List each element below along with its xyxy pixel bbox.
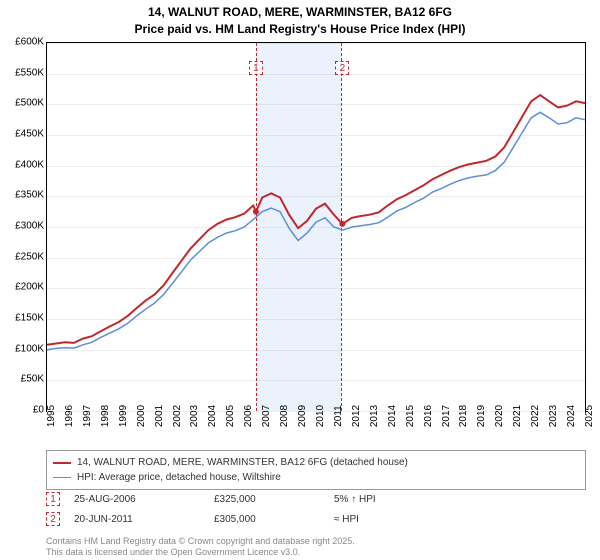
chart-title: 14, WALNUT ROAD, MERE, WARMINSTER, BA12 … bbox=[0, 0, 600, 38]
y-tick-label: £50K bbox=[0, 374, 44, 385]
x-tick-label: 2023 bbox=[548, 405, 559, 427]
x-tick-label: 2005 bbox=[225, 405, 236, 427]
x-tick-label: 2017 bbox=[441, 405, 452, 427]
footer-line-1: Contains HM Land Registry data © Crown c… bbox=[46, 536, 586, 547]
x-tick-label: 1998 bbox=[100, 405, 111, 427]
x-tick-label: 2024 bbox=[566, 405, 577, 427]
y-tick-label: £400K bbox=[0, 159, 44, 170]
chart-container: 14, WALNUT ROAD, MERE, WARMINSTER, BA12 … bbox=[0, 0, 600, 560]
x-tick-label: 2016 bbox=[423, 405, 434, 427]
series-property bbox=[47, 95, 585, 345]
x-tick-label: 2006 bbox=[243, 405, 254, 427]
x-tick-label: 2025 bbox=[584, 405, 595, 427]
x-tick-label: 2022 bbox=[530, 405, 541, 427]
plot-area: 12 bbox=[46, 42, 586, 412]
x-tick-label: 2009 bbox=[297, 405, 308, 427]
plot-marker: 2 bbox=[335, 61, 349, 75]
x-tick-label: 2012 bbox=[351, 405, 362, 427]
legend-item: 14, WALNUT ROAD, MERE, WARMINSTER, BA12 … bbox=[53, 455, 579, 470]
footer-line-2: This data is licensed under the Open Gov… bbox=[46, 547, 586, 558]
legend: 14, WALNUT ROAD, MERE, WARMINSTER, BA12 … bbox=[46, 450, 586, 490]
y-tick-label: £0 bbox=[0, 405, 44, 416]
transaction-price: £325,000 bbox=[214, 494, 334, 505]
x-tick-label: 2003 bbox=[189, 405, 200, 427]
y-tick-label: £200K bbox=[0, 282, 44, 293]
transaction-note: ≈ HPI bbox=[334, 514, 359, 525]
y-tick-label: £500K bbox=[0, 98, 44, 109]
transaction-row: 1 25-AUG-2006£325,0005% ↑ HPI bbox=[46, 492, 586, 506]
x-tick-label: 2008 bbox=[279, 405, 290, 427]
legend-label: 14, WALNUT ROAD, MERE, WARMINSTER, BA12 … bbox=[77, 455, 408, 470]
transaction-date: 20-JUN-2011 bbox=[74, 514, 214, 525]
x-tick-label: 2004 bbox=[207, 405, 218, 427]
legend-item: HPI: Average price, detached house, Wilt… bbox=[53, 470, 579, 485]
y-tick-label: £600K bbox=[0, 37, 44, 48]
x-tick-label: 2010 bbox=[315, 405, 326, 427]
x-tick-label: 2013 bbox=[369, 405, 380, 427]
x-tick-label: 1999 bbox=[118, 405, 129, 427]
x-tick-label: 2019 bbox=[476, 405, 487, 427]
x-tick-label: 2018 bbox=[458, 405, 469, 427]
plot-marker: 1 bbox=[249, 61, 263, 75]
transaction-dot bbox=[253, 209, 259, 215]
transaction-dot bbox=[339, 221, 345, 227]
y-tick-label: £350K bbox=[0, 190, 44, 201]
legend-label: HPI: Average price, detached house, Wilt… bbox=[77, 470, 281, 485]
transaction-marker: 2 bbox=[46, 512, 60, 526]
y-tick-label: £550K bbox=[0, 67, 44, 78]
y-tick-label: £300K bbox=[0, 221, 44, 232]
x-tick-label: 2014 bbox=[387, 405, 398, 427]
x-tick-label: 1997 bbox=[82, 405, 93, 427]
y-tick-label: £450K bbox=[0, 129, 44, 140]
transaction-date: 25-AUG-2006 bbox=[74, 494, 214, 505]
x-tick-label: 2015 bbox=[405, 405, 416, 427]
x-tick-label: 1996 bbox=[64, 405, 75, 427]
transaction-note: 5% ↑ HPI bbox=[334, 494, 376, 505]
x-tick-label: 2002 bbox=[172, 405, 183, 427]
y-tick-label: £100K bbox=[0, 343, 44, 354]
transaction-price: £305,000 bbox=[214, 514, 334, 525]
x-tick-label: 2000 bbox=[136, 405, 147, 427]
legend-swatch bbox=[53, 477, 71, 478]
x-tick-label: 2007 bbox=[261, 405, 272, 427]
legend-swatch bbox=[53, 462, 71, 464]
x-tick-label: 2020 bbox=[494, 405, 505, 427]
x-tick-label: 1995 bbox=[46, 405, 57, 427]
footer: Contains HM Land Registry data © Crown c… bbox=[46, 536, 586, 559]
transaction-row: 2 20-JUN-2011£305,000≈ HPI bbox=[46, 512, 586, 526]
title-line-1: 14, WALNUT ROAD, MERE, WARMINSTER, BA12 … bbox=[0, 4, 600, 21]
title-line-2: Price paid vs. HM Land Registry's House … bbox=[0, 21, 600, 38]
y-tick-label: £250K bbox=[0, 251, 44, 262]
plot-svg bbox=[47, 43, 585, 411]
x-tick-label: 2021 bbox=[512, 405, 523, 427]
transaction-marker: 1 bbox=[46, 492, 60, 506]
y-tick-label: £150K bbox=[0, 313, 44, 324]
x-tick-label: 2011 bbox=[333, 405, 344, 427]
x-tick-label: 2001 bbox=[154, 405, 165, 427]
